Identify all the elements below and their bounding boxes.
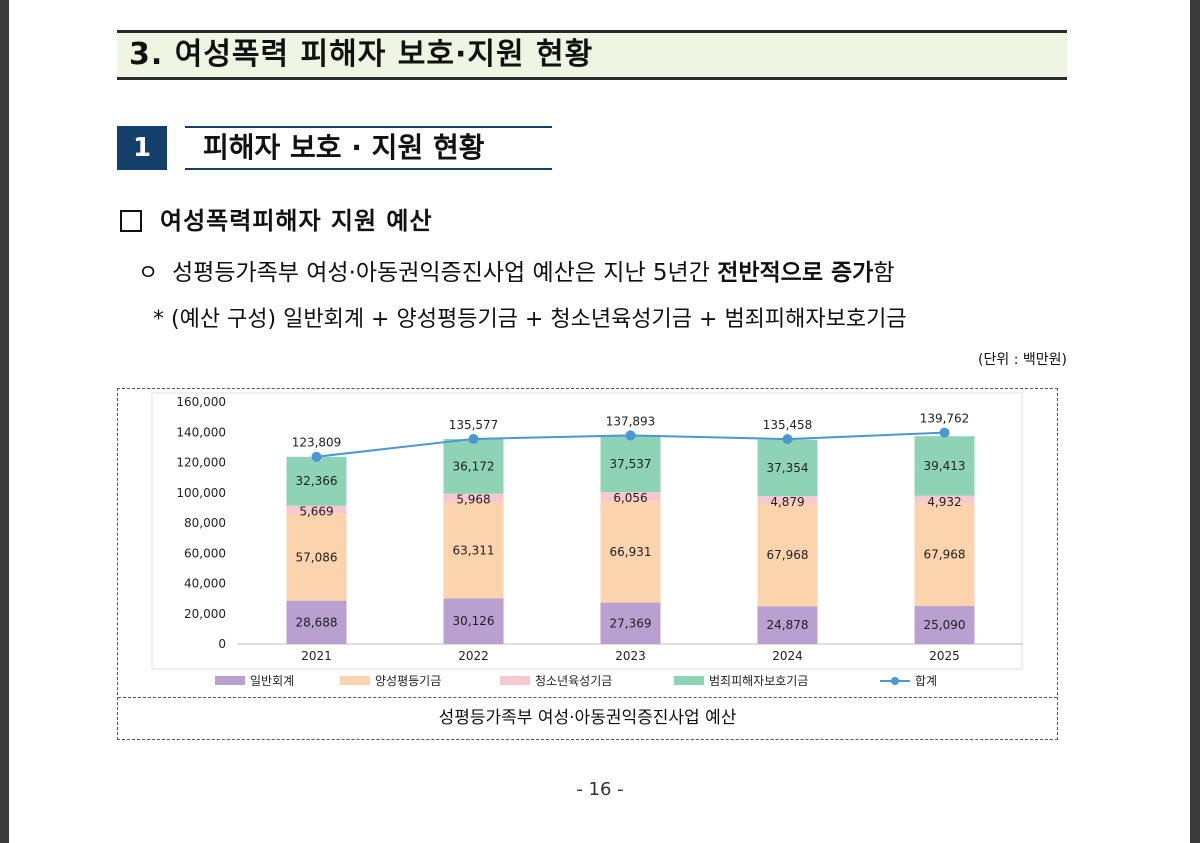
x-tick-label: 2024 [772,649,803,663]
y-tick-label: 60,000 [184,546,226,560]
y-tick-label: 80,000 [184,516,226,530]
bar-segment [600,501,661,603]
bar-data-label: 4,932 [927,495,961,509]
bar-segment [443,438,504,494]
bullet-text-post: 함 [873,260,895,286]
bar-segment [757,503,818,607]
total-data-label: 139,762 [920,412,970,426]
bar-data-label: 39,413 [924,459,966,473]
legend-label: 범죄피해자보호기금 [709,674,808,688]
bar-data-label: 5,669 [299,505,333,519]
subsection-title: 피해자 보호 · 지원 현황 [185,126,552,170]
bar-segment [757,496,818,504]
heading-budget: 여성폭력피해자 지원 예산 [160,207,433,235]
bar-data-label: 30,126 [453,614,495,628]
bar-segment [757,439,818,497]
unit-label: (단위 : 백만원) [978,352,1067,368]
bar-segment [914,606,975,644]
x-tick-label: 2021 [301,649,332,663]
bar-segment [914,436,975,496]
bar-data-label: 25,090 [924,618,966,632]
total-data-label: 135,458 [763,418,813,432]
left-viewer-edge [0,0,9,843]
bar-segment [600,435,661,493]
bar-data-label: 24,878 [767,618,809,632]
legend-swatch [340,676,370,685]
y-tick-label: 140,000 [176,425,226,439]
bar-segment [757,606,818,644]
bar-data-label: 66,931 [610,545,652,559]
y-tick-label: 100,000 [176,486,226,500]
total-point [782,434,793,445]
section-title: 3. 여성폭력 피해자 보호·지원 현황 [117,30,1067,80]
total-data-label: 137,893 [606,414,656,428]
legend-swatch [674,676,704,685]
bar-data-label: 57,086 [296,550,338,564]
bar-data-label: 37,354 [767,461,809,475]
chart-container: 0 20,000 40,000 60,000 80,000 100,000 120,000 1… [117,388,1058,740]
bullet-text-pre: 성평등가족부 여성·아동권익증진사업 예산은 지난 5년간 [172,260,718,286]
total-data-label: 135,577 [449,418,499,432]
y-tick-label: 0 [218,637,226,651]
bar-segment [286,456,347,506]
legend-label: 양성평등기금 [375,674,441,688]
y-tick-label: 120,000 [176,456,226,470]
bar-data-label: 28,688 [296,615,338,629]
x-tick-label: 2022 [458,649,489,663]
legend-swatch [215,676,245,685]
x-tick-label: 2023 [615,649,646,663]
legend-label: 합계 [915,674,937,688]
bar-segment [286,514,347,601]
right-viewer-edge [1190,0,1200,843]
bar-data-label: 37,537 [610,457,652,471]
bar-segment [286,505,347,515]
bar-segment [914,503,975,607]
x-tick-label: 2025 [929,649,960,663]
bar-segment [286,600,347,644]
bar-data-label: 4,879 [770,495,804,509]
subsection-number: 1 [117,126,167,170]
bar-data-label: 63,311 [453,544,495,558]
y-tick-label: 40,000 [184,577,226,591]
total-data-label: 123,809 [292,436,342,450]
legend-swatch [500,676,530,685]
legend-label: 청소년육성기금 [535,674,612,688]
bar-segment [443,502,504,599]
total-point [468,433,479,444]
bullet-marker: ㅇ [138,261,159,286]
total-point [939,427,950,438]
bar-data-label: 5,968 [456,493,490,507]
bar-data-label: 27,369 [610,616,652,630]
y-tick-label: 20,000 [184,607,226,621]
y-tick-label: 160,000 [176,395,226,409]
chart-caption: 성평등가족부 여성·아동권익증진사업 예산 [118,697,1057,739]
bar-data-label: 32,366 [296,474,338,488]
legend-label: 일반회계 [250,674,294,688]
page-number: - 16 - [576,779,624,800]
legend-line-marker [891,677,899,685]
total-point [625,430,636,441]
bar-data-label: 6,056 [613,491,647,505]
budget-composition-note: * (예산 구성) 일반회계 + 양성평등기금 + 청소년육성기금 + 범죄피해… [153,307,907,332]
bullet-text-bold: 전반적으로 증가 [717,260,874,286]
bar-data-label: 67,968 [924,548,966,562]
budget-chart: 0 20,000 40,000 60,000 80,000 100,000 120,000 1… [151,392,1023,688]
bar-segment [443,493,504,503]
bar-data-label: 36,172 [453,459,495,473]
bullet-text: 성평등가족부 여성·아동권익증진사업 예산은 지난 5년간 전반적으로 증가함 [172,256,1067,290]
total-point [311,451,322,462]
bar-segment [600,602,661,644]
checkbox-square-icon [120,210,142,232]
bar-segment [443,598,504,644]
bar-segment [600,492,661,502]
bar-data-label: 67,968 [767,548,809,562]
bar-segment [914,495,975,504]
